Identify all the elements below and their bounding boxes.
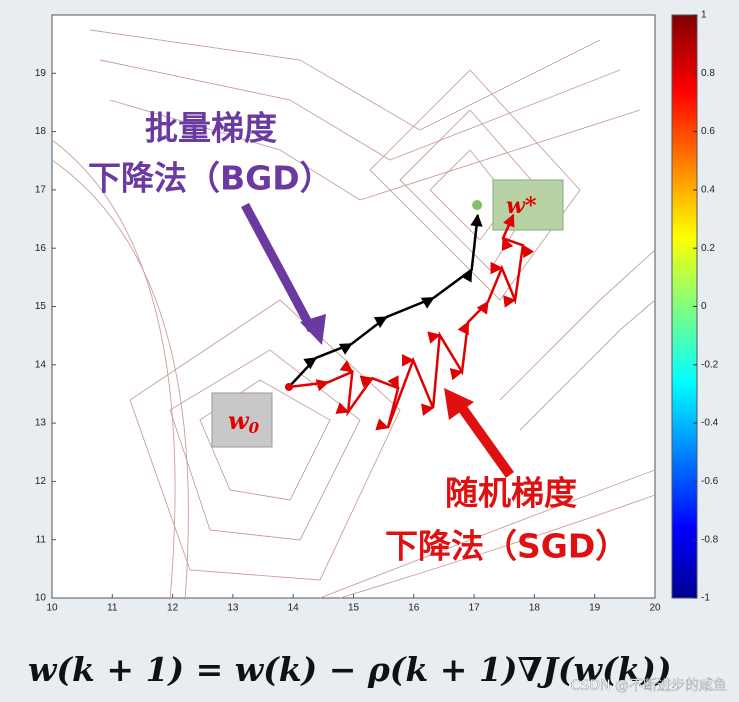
x-tick-label: 20 — [649, 603, 661, 614]
y-tick-label: 17 — [35, 185, 47, 196]
y-tick-label: 13 — [35, 418, 47, 429]
contour — [89, 29, 601, 131]
bgd-label: 批量梯度 — [145, 109, 277, 148]
colorbar-tick-label: 0.6 — [701, 126, 715, 137]
y-tick-label: 18 — [35, 126, 47, 137]
colorbar-tick-label: 1 — [701, 10, 707, 21]
x-tick-label: 17 — [469, 603, 481, 614]
contour — [51, 159, 189, 601]
bgd-arrow — [241, 202, 316, 333]
y-tick-label: 15 — [35, 301, 47, 312]
colorbar-tick-label: 0 — [701, 301, 707, 312]
x-tick-label: 15 — [348, 603, 360, 614]
descent-path — [288, 213, 535, 431]
x-tick-label: 19 — [589, 603, 601, 614]
colorbar-tick-label: -0.4 — [701, 418, 719, 429]
start-point — [284, 382, 293, 391]
x-tick-label: 13 — [227, 603, 239, 614]
y-tick-label: 10 — [35, 593, 47, 604]
contour — [109, 99, 641, 201]
colorbar-tick-label: 0.8 — [701, 68, 715, 79]
contour — [339, 494, 656, 599]
contour — [319, 469, 656, 599]
contour — [519, 299, 656, 431]
contour — [199, 379, 331, 501]
sgd-label: 随机梯度 — [445, 474, 577, 513]
colorbar-tick-label: -0.8 — [701, 534, 719, 545]
colorbar-tick-label: 0.4 — [701, 185, 715, 196]
sgd-label: 下降法（SGD） — [385, 527, 628, 566]
optimum-point — [472, 200, 483, 211]
x-tick-label: 14 — [288, 603, 300, 614]
colorbar-tick-label: -1 — [701, 593, 710, 604]
y-tick-label: 19 — [35, 68, 47, 79]
y-tick-label: 12 — [35, 476, 47, 487]
x-tick-label: 18 — [529, 603, 541, 614]
y-tick-label: 14 — [35, 359, 47, 370]
w0-base: w — [228, 406, 250, 435]
watermark: CSDN @不断进步的咸鱼 — [571, 677, 727, 694]
formula: w(k + 1) = w(k) − ρ(k + 1)∇J(w(k)) — [28, 650, 672, 689]
colorbar-tick-label: 0.2 — [701, 243, 715, 254]
x-tick-label: 10 — [46, 603, 58, 614]
x-tick-label: 12 — [167, 603, 179, 614]
w0-label: w0 — [228, 406, 260, 438]
x-tick-label: 16 — [408, 603, 420, 614]
bgd-label: 下降法（BGD） — [88, 159, 333, 198]
x-tick-label: 11 — [107, 603, 118, 614]
colorbar-tick-label: -0.2 — [701, 359, 719, 370]
w0-box — [211, 392, 273, 448]
wstar-label: w* — [506, 193, 537, 219]
y-tick-label: 11 — [36, 534, 47, 545]
w0-sub: 0 — [249, 419, 260, 437]
y-tick-label: 16 — [35, 243, 47, 254]
colorbar-tick-label: -0.6 — [701, 476, 719, 487]
contour — [99, 59, 621, 161]
contour — [51, 139, 176, 601]
